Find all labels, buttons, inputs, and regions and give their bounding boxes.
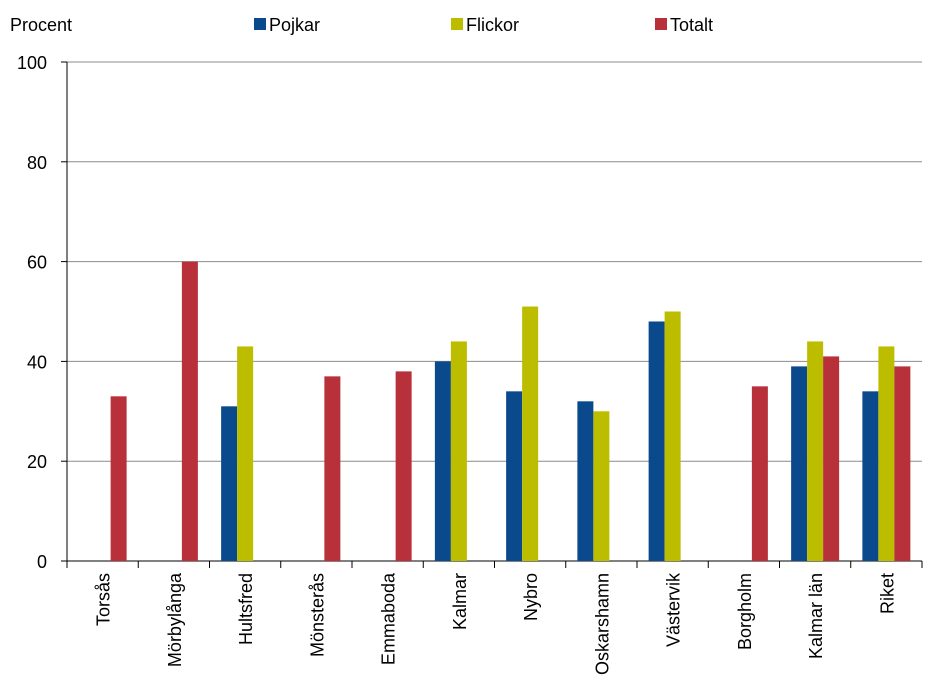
x-tick-label: Västervik [664, 572, 684, 647]
y-tick-label: 100 [17, 53, 47, 73]
bar-flickor-2 [237, 346, 254, 561]
x-tick-label: Borgholm [735, 573, 755, 650]
bar-pojkar-10 [791, 366, 808, 561]
bar-totalt-0 [110, 396, 127, 561]
x-tick-label: Oskarshamn [592, 573, 612, 675]
bar-pojkar-11 [862, 391, 879, 561]
bars [110, 261, 911, 561]
y-tick-label: 0 [37, 552, 47, 572]
x-tick-label: Emmaboda [379, 572, 399, 665]
y-axis-label: Procent [10, 15, 72, 35]
y-tick-labels: 0 20 40 60 80 100 [17, 53, 67, 572]
legend-swatch-totalt [655, 18, 667, 30]
legend: Pojkar Flickor Totalt [254, 15, 713, 35]
bar-pojkar-6 [506, 391, 523, 561]
bar-pojkar-2 [221, 406, 238, 561]
bar-totalt-1 [181, 261, 198, 561]
legend-swatch-pojkar [254, 18, 266, 30]
legend-swatch-flickor [451, 18, 463, 30]
bar-totalt-4 [395, 371, 412, 561]
bar-pojkar-8 [648, 321, 665, 561]
legend-label-totalt: Totalt [670, 15, 713, 35]
bar-flickor-7 [593, 411, 610, 561]
x-tick-label: Kalmar län [806, 573, 826, 659]
bar-totalt-10 [823, 356, 840, 561]
bar-flickor-5 [450, 341, 467, 561]
y-tick-label: 60 [27, 253, 47, 273]
legend-label-flickor: Flickor [466, 15, 519, 35]
x-tick-label: Hultsfred [236, 573, 256, 645]
legend-label-pojkar: Pojkar [269, 15, 320, 35]
y-tick-label: 80 [27, 153, 47, 173]
x-tick-label: Mörbylånga [165, 572, 185, 667]
bar-totalt-11 [894, 366, 911, 561]
bar-flickor-8 [664, 311, 681, 561]
bar-flickor-11 [878, 346, 895, 561]
x-tick-label: Mönsterås [307, 573, 327, 657]
y-tick-label: 20 [27, 452, 47, 472]
x-tick-labels: Torsås Mörbylånga Hultsfred Mönsterås Emmabo… [66, 561, 923, 675]
gridlines [67, 61, 922, 462]
x-tick-label: Riket [877, 573, 897, 614]
y-tick-label: 40 [27, 352, 47, 372]
bar-flickor-6 [522, 306, 539, 561]
x-tick-label: Torsås [94, 573, 114, 626]
bar-totalt-9 [751, 386, 768, 561]
bar-totalt-3 [324, 376, 341, 561]
x-tick-label: Nybro [521, 573, 541, 621]
bar-pojkar-5 [434, 361, 451, 561]
bar-pojkar-7 [577, 401, 594, 561]
bar-flickor-10 [807, 341, 824, 561]
x-tick-label: Kalmar [450, 573, 470, 630]
